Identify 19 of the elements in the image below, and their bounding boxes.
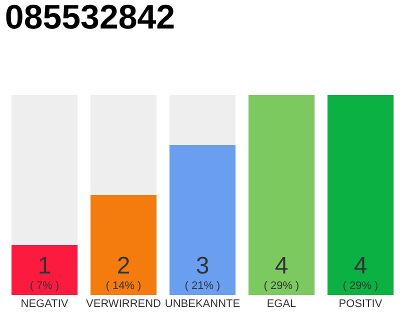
bar bbox=[90, 195, 156, 295]
bar bbox=[90, 95, 156, 195]
x-tick-label: NEGATIV bbox=[20, 298, 69, 310]
chart-title: 085532842 bbox=[4, 0, 176, 37]
bar bbox=[12, 95, 78, 245]
x-tick-label: EGAL bbox=[266, 298, 296, 310]
data-label: 4 ( 29% ) bbox=[342, 252, 378, 292]
bar bbox=[248, 95, 314, 295]
data-label: 4 ( 29% ) bbox=[264, 252, 300, 292]
bar bbox=[328, 95, 394, 295]
bar bbox=[12, 245, 78, 295]
x-tick-label: UNBEKANNTE bbox=[164, 298, 240, 310]
data-label: 2 ( 14% ) bbox=[106, 252, 142, 292]
x-tick-label: VERWIRREND bbox=[86, 298, 162, 310]
data-label: 3 ( 21% ) bbox=[184, 252, 220, 292]
x-tick-label: POSITIV bbox=[338, 298, 383, 310]
bar bbox=[170, 95, 236, 145]
bar bbox=[170, 145, 236, 295]
data-label: 1 ( 7% ) bbox=[30, 252, 60, 292]
